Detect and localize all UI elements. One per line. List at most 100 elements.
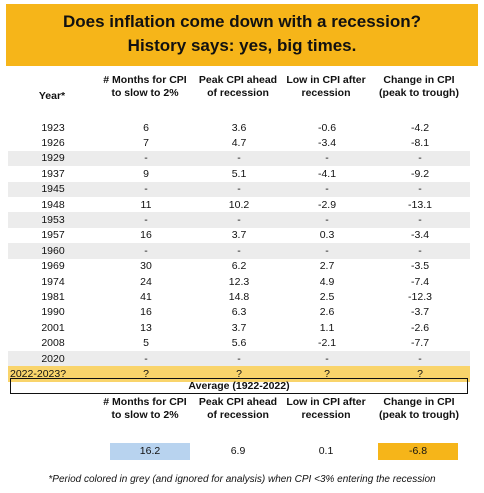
cell-peak: - [194,243,284,259]
cell-low: - [284,150,370,167]
cell-low: - [284,243,370,259]
cell-peak: 3.7 [231,229,247,242]
table-row: 1923 6 3.6 -0.6 -4.2 [8,120,470,135]
cell-year: 1948 [41,198,65,211]
cell-change: -12.3 [408,290,432,303]
cell-months: - [98,212,194,228]
cell-change: - [370,212,470,228]
cell-peak: - [194,181,284,197]
cell-peak: 6.2 [231,260,247,273]
cell-year: 1957 [41,229,65,242]
cell-change: -7.7 [410,337,430,350]
avg-header-change: Change in CPI (peak to trough) [379,396,459,421]
cell-low: -2.1 [317,337,337,350]
cell-low: -3.4 [317,137,337,150]
table-row: 1929- - - - [8,150,470,167]
cell-year: 1923 [41,121,65,134]
table-row: 1937 9 5.1 -4.1 -9.2 [8,166,470,181]
avg-header-low: Low in CPI after recession [286,396,366,421]
cell-months: 24 [140,275,152,288]
cell-months: - [98,243,194,259]
cell-year: 1953 [8,212,98,228]
cell-months: 5 [143,337,149,350]
cell-peak: 5.1 [231,167,247,180]
cell-low: -0.6 [317,121,337,134]
avg-header-peak: Peak CPI ahead of recession [198,396,278,421]
header-months: # Months for CPI to slow to 2% [103,74,187,99]
cell-months: - [98,150,194,167]
cell-months: 7 [143,137,149,150]
avg-change-value: -6.8 [378,443,458,460]
table-row: 1948 11 10.2 -2.9 -13.1 [8,197,470,212]
cell-peak: 14.8 [228,290,250,303]
cell-year: 2020 [8,350,98,367]
average-label: Average (1922-2022) [10,378,468,394]
cell-peak: - [194,350,284,367]
title-line-2: History says: yes, big times. [127,36,357,55]
cell-low: - [284,350,370,367]
cell-change: - [370,150,470,167]
cell-year: 1926 [41,137,65,150]
cell-peak: 6.3 [231,306,247,319]
cell-year: 1929 [8,150,98,167]
cell-peak: 3.6 [231,121,247,134]
avg-peak-value: 6.9 [230,445,246,457]
cell-change: -4.2 [410,121,430,134]
table-row: 1969 30 6.2 2.7 -3.5 [8,259,470,274]
cell-change: -3.5 [410,260,430,273]
avg-low-value: 0.1 [318,445,334,457]
cell-peak: 5.6 [231,337,247,350]
cell-change: - [370,243,470,259]
cell-peak: 10.2 [228,198,250,211]
cell-low: - [284,181,370,197]
cell-year: 1937 [41,167,65,180]
table-row: 2020- - - - [8,350,470,367]
table-row: 1990 16 6.3 2.6 -3.7 [8,305,470,320]
table-row: 2022-2023????? [8,366,470,382]
cell-peak: 12.3 [228,275,250,288]
cell-months: 41 [140,290,152,303]
cell-change: - [370,181,470,197]
header-year: Year* [38,90,66,102]
cell-year: 1945 [8,181,98,197]
footnote: *Period colored in grey (and ignored for… [48,474,436,485]
cell-low: -2.9 [317,198,337,211]
cell-change: -9.2 [410,167,430,180]
cell-months: 16 [140,306,152,319]
cell-change: -3.4 [410,229,430,242]
cell-low: -4.1 [317,167,337,180]
cell-change: -3.7 [410,306,430,319]
table-row: 2008 5 5.6 -2.1 -7.7 [8,335,470,350]
cell-year: 2008 [41,337,65,350]
cell-change: - [370,350,470,367]
cell-low: - [284,212,370,228]
table-row: 1945- - - - [8,181,470,197]
cell-low: 2.6 [319,306,335,319]
cell-months: ? [98,366,194,382]
cell-change: -13.1 [408,198,432,211]
cell-months: 6 [143,121,149,134]
recession-table: 1923 6 3.6 -0.6 -4.2 1926 7 4.7 -3.4 -8.1 1929- - - -… [8,120,470,382]
table-row: 2001 13 3.7 1.1 -2.6 [8,320,470,335]
cell-months: 16 [140,229,152,242]
cell-months: - [98,181,194,197]
cell-year: 1960 [8,243,98,259]
cell-year: 1990 [41,306,65,319]
header-peak: Peak CPI ahead of recession [198,74,278,99]
table-row: 1926 7 4.7 -3.4 -8.1 [8,135,470,150]
cell-peak: - [194,150,284,167]
cell-low: 4.9 [319,275,335,288]
cell-low: 2.7 [319,260,335,273]
table-row: 1960- - - - [8,243,470,259]
avg-header-months: # Months for CPI to slow to 2% [103,396,187,421]
cell-months: 11 [140,198,152,211]
avg-months-value: 16.2 [110,443,190,460]
cell-change: -2.6 [410,321,430,334]
cell-low: 2.5 [319,290,335,303]
cell-peak: 3.7 [231,321,247,334]
header-change: Change in CPI (peak to trough) [379,74,459,99]
cell-peak: - [194,212,284,228]
cell-low: ? [284,366,370,382]
cell-months: 9 [143,167,149,180]
cell-peak: ? [194,366,284,382]
